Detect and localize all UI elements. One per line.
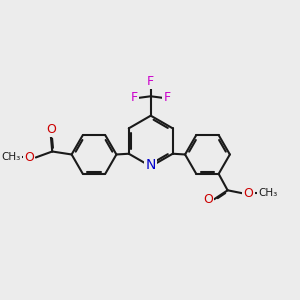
Text: O: O [24, 151, 34, 164]
Text: F: F [131, 91, 138, 104]
Text: N: N [146, 158, 156, 172]
Text: F: F [164, 91, 171, 104]
Text: O: O [244, 187, 254, 200]
Text: CH₃: CH₃ [258, 188, 278, 198]
Text: O: O [46, 123, 56, 136]
Text: CH₃: CH₃ [2, 152, 21, 163]
Text: F: F [147, 75, 154, 88]
Text: O: O [203, 193, 213, 206]
